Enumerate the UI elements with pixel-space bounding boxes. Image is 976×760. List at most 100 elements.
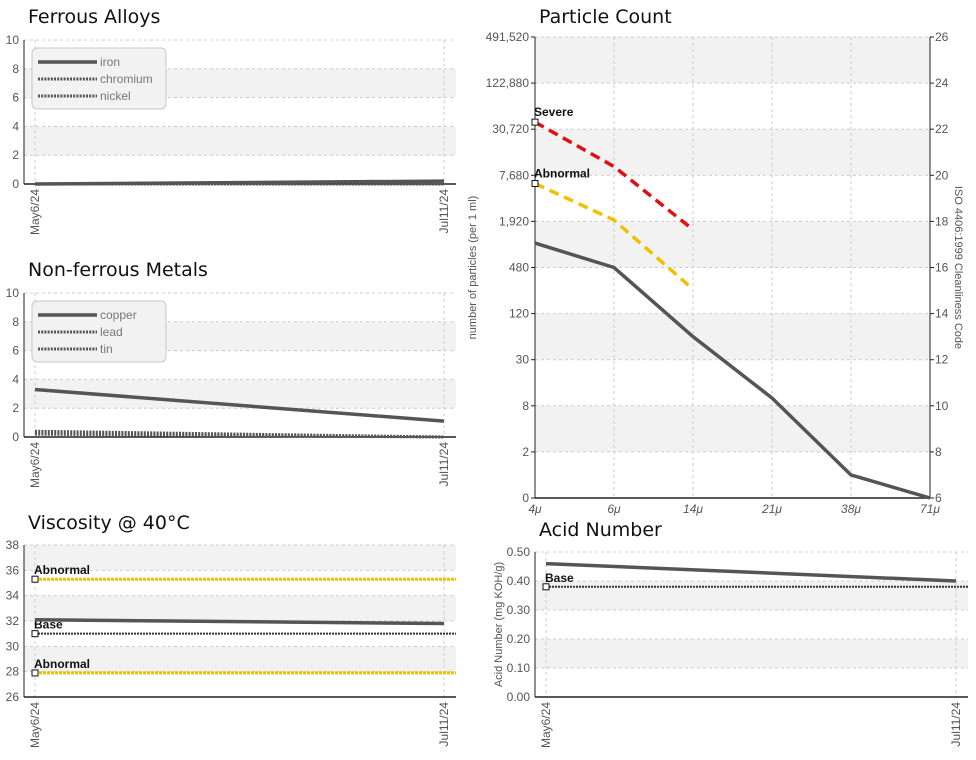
y-tick-label: 2 (12, 148, 19, 162)
copper-line (34, 387, 445, 423)
threshold-marker (31, 575, 39, 583)
nonferrous-title: Non-ferrous Metals (28, 259, 208, 281)
x-tick-label: Jul11/24 (437, 702, 451, 747)
limit-label: Abnormal (534, 167, 590, 181)
legend-label: lead (100, 325, 123, 339)
y-tick-label: 2 (522, 445, 529, 459)
legend-label: nickel (100, 89, 131, 103)
legend-label: iron (100, 55, 120, 69)
plot-band (535, 37, 930, 84)
y-tick-label: 8 (12, 315, 19, 329)
y-tick-label: 0 (12, 430, 19, 444)
y-tick-label: 32 (6, 614, 20, 628)
x-tick-label: May6/24 (28, 442, 42, 488)
x-tick-label: May6/24 (28, 189, 42, 235)
y2-tick-label: 12 (935, 353, 949, 367)
y2-tick-label: 26 (935, 30, 949, 44)
y-tick-label: 7,680 (499, 168, 529, 182)
threshold-label: Base (545, 571, 574, 585)
y-tick-label: 10 (6, 286, 20, 300)
y2-tick-label: 20 (935, 168, 949, 182)
y2-tick-label: 18 (935, 214, 949, 228)
y-tick-label: 38 (6, 538, 20, 552)
y-tick-label: 8 (12, 62, 19, 76)
legend-label: copper (100, 308, 137, 322)
x-tick-label: Jul11/24 (949, 702, 963, 747)
threshold-marker (31, 669, 39, 677)
x-tick-label: 38μ (841, 502, 861, 516)
plot-band (535, 581, 968, 610)
particle-count-line (534, 241, 931, 500)
y-tick-label: 0.40 (507, 574, 531, 588)
x-tick-label: 71μ (920, 502, 940, 516)
plot-band (535, 129, 930, 176)
limit-marker (531, 118, 539, 126)
y-tick-label: 491,520 (486, 30, 530, 44)
y-tick-label: 6 (12, 91, 19, 105)
viscosity-title: Viscosity @ 40°C (28, 512, 190, 534)
y2-tick-label: 6 (935, 491, 942, 505)
x-tick-label: 14μ (683, 502, 703, 516)
plot-band (535, 405, 930, 452)
plot-band (24, 646, 456, 672)
y2-tick-label: 22 (935, 122, 949, 136)
y-tick-label: 34 (6, 589, 20, 603)
abnormal-limit-line (534, 181, 695, 291)
threshold-label: Abnormal (34, 563, 90, 577)
y-tick-label: 0 (12, 177, 19, 191)
particle-title: Particle Count (539, 6, 672, 28)
ferrous-title: Ferrous Alloys (28, 6, 161, 28)
y-tick-label: 1,920 (499, 214, 529, 228)
x-tick-label: 21μ (761, 502, 782, 516)
y-tick-label: 0.20 (507, 632, 531, 646)
legend-label: chromium (100, 72, 153, 86)
y-tick-label: 30 (6, 639, 20, 653)
y-tick-label: 0.00 (507, 690, 531, 704)
threshold-marker (31, 630, 39, 638)
threshold-label: Abnormal (34, 657, 90, 671)
y-tick-label: 4 (12, 372, 19, 386)
y-tick-label: 36 (6, 563, 20, 577)
x-tick-label: Jul11/24 (437, 442, 451, 487)
y2-tick-label: 24 (935, 76, 949, 90)
y2-tick-label: 16 (935, 261, 949, 275)
y-tick-label: 2 (12, 401, 19, 415)
plot-band (24, 545, 456, 571)
y2-tick-label: 8 (935, 445, 942, 459)
plot-band (535, 639, 968, 668)
y-tick-label: 120 (509, 307, 529, 321)
y-axis-label: Acid Number (mg KOH/g) (493, 562, 505, 687)
series-line (545, 561, 957, 583)
x-tick-label: 4μ (528, 502, 542, 516)
tin-line (34, 432, 445, 439)
plot-band (535, 221, 930, 268)
y2-tick-label: 14 (935, 307, 949, 321)
y-tick-label: 6 (12, 344, 19, 358)
y-tick-label: 480 (509, 261, 529, 275)
x-tick-label: May6/24 (539, 702, 553, 748)
plot-band (24, 126, 456, 156)
y-tick-label: 8 (522, 399, 529, 413)
y-tick-label: 30,720 (492, 122, 529, 136)
y-axis-label: number of particles (per 1 ml) (467, 196, 479, 340)
y-tick-label: 0.50 (507, 545, 531, 559)
limit-label: Severe (534, 105, 574, 119)
y-tick-label: 0.10 (507, 661, 531, 675)
y-tick-label: 30 (516, 353, 530, 367)
series-line (34, 617, 445, 626)
y-tick-label: 10 (6, 33, 20, 47)
y-tick-label: 4 (12, 119, 19, 133)
threshold-marker (542, 583, 550, 591)
y2-axis-label: ISO 4406:1999 Cleanliness Code (952, 186, 964, 349)
x-tick-label: 6μ (607, 502, 621, 516)
y2-tick-label: 10 (935, 399, 949, 413)
y-tick-label: 26 (6, 690, 20, 704)
x-tick-label: May6/24 (28, 702, 42, 748)
y-tick-label: 122,880 (486, 76, 530, 90)
acid-title: Acid Number (539, 519, 662, 541)
